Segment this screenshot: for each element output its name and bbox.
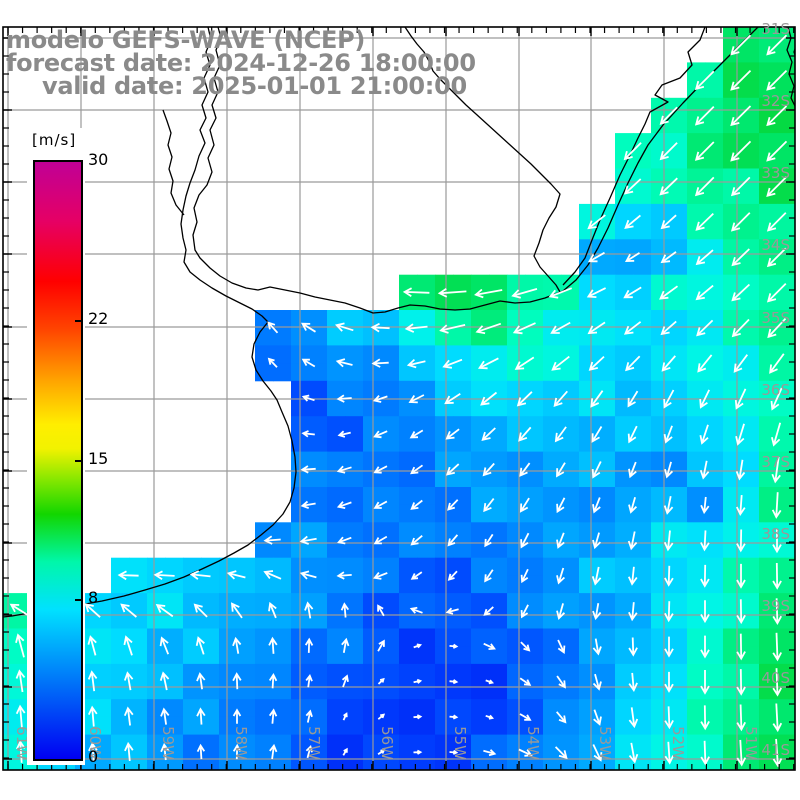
latlon-gridlines: [3, 27, 795, 770]
lon-label: 54W: [524, 726, 542, 760]
axis-labels: 61W 60W 59W 58W 57W 56W 55W 54W 53W 52W 51W 31S 32S 3…: [13, 20, 790, 760]
colorbar-tick-label: 30: [88, 150, 109, 169]
colorbar-tick: [75, 598, 81, 601]
colorbar-tick: [75, 320, 81, 323]
valid-date-line: valid date: 2025-01-01 21:00:00: [42, 72, 467, 100]
lat-label: 32S: [761, 92, 790, 110]
model-title: modelo GEFS-WAVE (NCEP): [6, 26, 366, 54]
lon-label: 51W: [742, 726, 760, 760]
colorbar-tick-label: 15: [88, 448, 109, 468]
lat-label: 34S: [761, 236, 790, 254]
lon-label: 61W: [13, 726, 31, 760]
lon-label: 52W: [669, 726, 687, 760]
lat-label: 36S: [761, 381, 790, 399]
lat-label: 31S: [761, 20, 790, 38]
colorbar-tick: [75, 459, 81, 462]
lon-label: 55W: [451, 726, 469, 760]
colorbar: [m/s]: [27, 128, 85, 765]
wind-direction-arrows: [9, 34, 788, 768]
lat-label: 38S: [761, 525, 790, 543]
colorbar-tick-label: 8: [88, 587, 99, 607]
lon-label: 56W: [378, 726, 396, 760]
colorbar-unit-label: [m/s]: [32, 131, 77, 149]
lon-label: 59W: [159, 726, 177, 760]
map-frame-ticks: [2, 26, 796, 771]
lat-label: 37S: [761, 453, 790, 471]
lon-label: 58W: [232, 726, 250, 760]
colorbar-tick-label: 0: [88, 747, 99, 766]
lat-label: 40S: [761, 669, 790, 687]
lon-label: 57W: [305, 726, 323, 760]
lat-label: 41S: [761, 741, 790, 759]
colorbar-gradient: [33, 160, 83, 761]
forecast-date-line: forecast date: 2024-12-26 18:00:00: [6, 49, 476, 77]
lat-label: 39S: [761, 597, 790, 615]
colorbar-tick-label: 22: [88, 309, 109, 329]
lon-label: 53W: [596, 726, 614, 760]
wind-speed-cells: [3, 27, 795, 770]
lon-label: 60W: [86, 726, 104, 760]
plot-titles: modelo GEFS-WAVE (NCEP) forecast date: 2…: [6, 26, 476, 100]
lat-label: 33S: [761, 164, 790, 182]
lat-label: 35S: [761, 309, 790, 327]
